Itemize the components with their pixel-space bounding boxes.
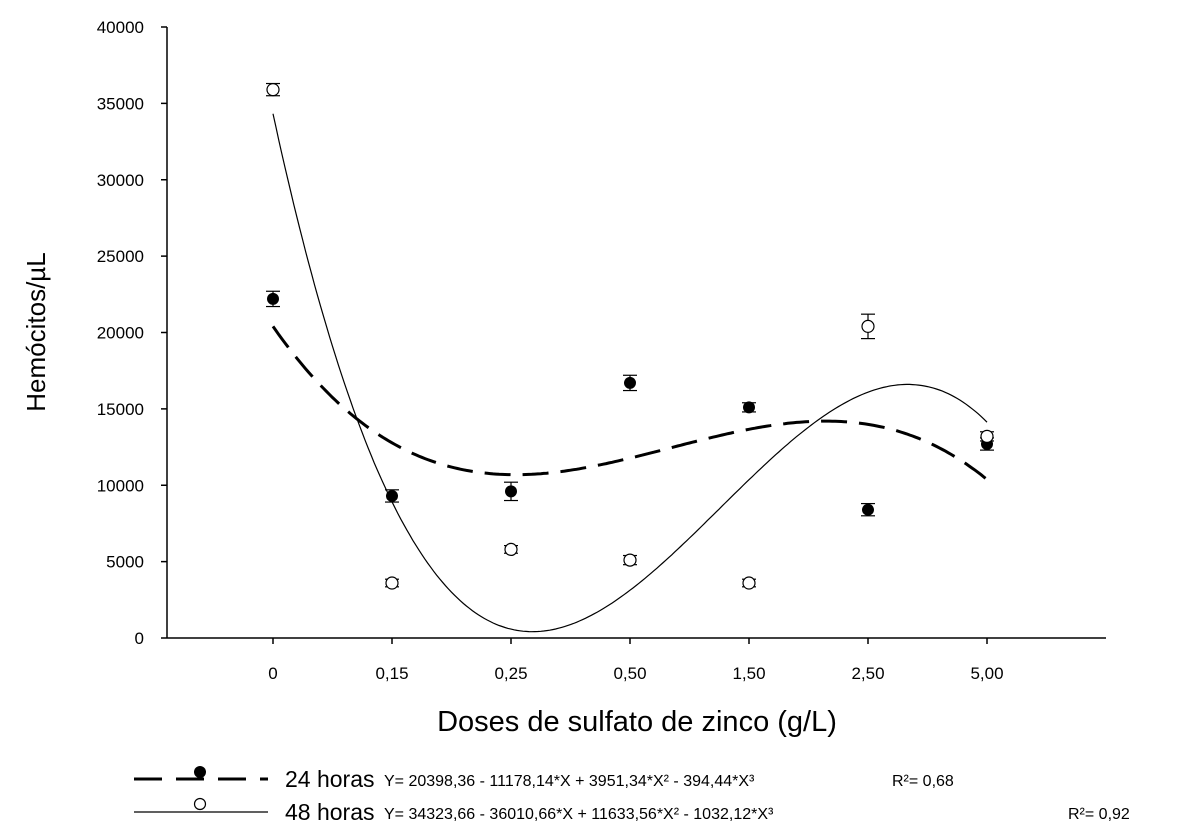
y-tick-label: 40000 — [97, 18, 144, 37]
legend-label-24h: 24 horas — [285, 766, 375, 792]
legend: 24 horas Y= 20398,36 - 11178,14*X + 3951… — [134, 766, 1130, 824]
data-point-48h — [980, 429, 994, 443]
data-point-24h — [266, 290, 280, 308]
x-axis-title: Doses de sulfato de zinco (g/L) — [437, 706, 837, 738]
marker-filled — [386, 489, 398, 502]
marker-filled — [505, 485, 517, 498]
marker-open — [266, 83, 280, 97]
marker-open — [623, 553, 637, 567]
legend-entry-24h: 24 horas Y= 20398,36 - 11178,14*X + 3951… — [134, 766, 954, 792]
marker-open — [861, 319, 875, 333]
marker-open — [504, 542, 518, 557]
data-point-48h — [623, 553, 637, 567]
data-point-24h — [504, 481, 518, 502]
legend-label-48h: 48 horas — [285, 799, 375, 824]
x-axis: 0 0,15 0,25 0,50 1,50 2,50 5,00 — [167, 637, 1106, 683]
x-tick-label: 1,50 — [732, 664, 765, 683]
legend-r2-48h: R²= 0,92 — [1068, 806, 1130, 823]
y-axis-title: Hemócitos/µL — [21, 252, 51, 411]
data-points — [266, 82, 994, 590]
x-tick-label: 5,00 — [970, 664, 1003, 683]
y-tick-label: 25000 — [97, 247, 144, 266]
data-point-48h — [504, 542, 518, 557]
y-tick-label: 15000 — [97, 400, 144, 419]
legend-equation-48h: Y= 34323,66 - 36010,66*X + 11633,56*X² -… — [384, 806, 774, 823]
marker-filled — [862, 503, 874, 516]
marker-open — [742, 576, 756, 590]
legend-marker-48h — [193, 797, 207, 811]
marker-open — [980, 429, 994, 443]
x-ticks: 0 0,15 0,25 0,50 1,50 2,50 5,00 — [268, 638, 1004, 683]
data-point-48h — [385, 576, 399, 590]
fit-curve-24h — [271, 325, 988, 481]
legend-entry-48h: 48 horas Y= 34323,66 - 36010,66*X + 1163… — [134, 797, 1130, 824]
y-tick-label: 20000 — [97, 324, 144, 343]
y-tick-label: 5000 — [106, 553, 144, 572]
x-tick-label: 2,50 — [851, 664, 884, 683]
data-point-48h — [266, 82, 280, 97]
x-tick-label: 0,50 — [613, 664, 646, 683]
data-point-24h — [742, 401, 756, 414]
data-point-24h — [623, 374, 637, 392]
marker-filled — [267, 292, 279, 305]
marker-filled — [743, 401, 755, 414]
y-ticks: 0 5000 10000 15000 20000 25000 30000 35000 40000 — [97, 18, 167, 648]
legend-r2-24h: R²= 0,68 — [892, 773, 954, 790]
marker-filled — [624, 376, 636, 389]
x-tick-label: 0 — [268, 664, 277, 683]
y-tick-label: 35000 — [97, 94, 144, 113]
x-tick-label: 0,15 — [375, 664, 408, 683]
legend-equation-24h: Y= 20398,36 - 11178,14*X + 3951,34*X² - … — [384, 773, 755, 790]
y-tick-label: 0 — [135, 629, 144, 648]
data-point-48h — [742, 576, 756, 590]
y-tick-label: 10000 — [97, 476, 144, 495]
data-point-48h — [861, 313, 875, 340]
data-point-24h — [861, 502, 875, 517]
y-axis: 0 5000 10000 15000 20000 25000 30000 35000 40000 — [97, 18, 168, 648]
marker-open — [385, 576, 399, 590]
x-tick-label: 0,25 — [494, 664, 527, 683]
legend-marker-24h — [194, 766, 206, 778]
y-tick-label: 30000 — [97, 171, 144, 190]
data-point-24h — [385, 489, 399, 503]
